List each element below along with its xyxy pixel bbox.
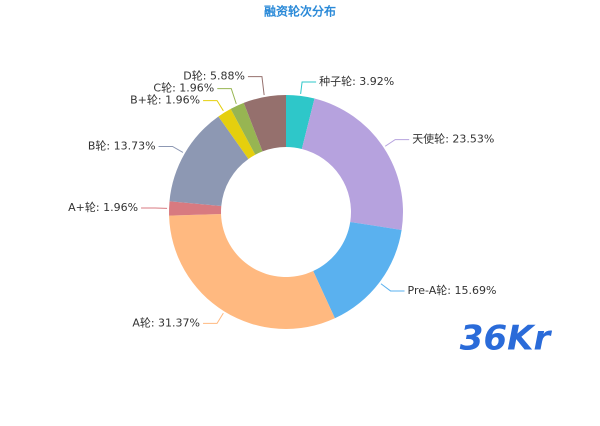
value-label: : 5.88% xyxy=(203,70,245,83)
value-label: : 23.53% xyxy=(445,133,494,146)
category-label: 种子轮 xyxy=(319,74,352,88)
category-label: Pre-A轮 xyxy=(408,283,448,297)
slice xyxy=(230,102,263,155)
value-label: : 1.96% xyxy=(172,82,214,95)
category-label: A+轮 xyxy=(68,200,96,214)
value-label: : 13.73% xyxy=(106,139,155,152)
watermark: 36Kr xyxy=(460,319,553,359)
value-label: : 31.37% xyxy=(151,316,200,329)
slice-label: B+轮: 1.96% xyxy=(130,93,200,107)
leader-line xyxy=(203,100,224,112)
leader-line xyxy=(217,88,237,105)
slice xyxy=(169,116,249,207)
slice-label: A+轮: 1.96% xyxy=(68,200,138,214)
slice-label: 种子轮: 3.92% xyxy=(319,74,394,88)
leader-line xyxy=(247,76,265,96)
slice-label: A轮: 31.37% xyxy=(132,315,200,329)
leader-line xyxy=(158,145,184,153)
slice xyxy=(169,201,222,216)
slice-label: D轮: 5.88% xyxy=(183,69,245,83)
category-label: D轮 xyxy=(183,69,202,83)
slice xyxy=(218,108,256,159)
category-label: B+轮 xyxy=(130,93,158,107)
chart-title: 融资轮次分布 xyxy=(264,4,336,19)
category-label: C轮 xyxy=(153,81,172,95)
value-label: : 15.69% xyxy=(447,284,496,297)
slice-label: B轮: 13.73% xyxy=(88,138,156,152)
value-label: : 1.96% xyxy=(96,201,138,214)
value-label: : 1.96% xyxy=(158,94,200,107)
slice xyxy=(286,95,315,149)
leader-line xyxy=(203,312,224,324)
category-label: A轮 xyxy=(132,315,151,329)
category-label: 天使轮 xyxy=(412,132,445,146)
leader-line xyxy=(380,283,405,292)
leader-line xyxy=(384,139,410,147)
slice xyxy=(313,221,402,319)
leader-line xyxy=(300,81,317,94)
slice-label: Pre-A轮: 15.69% xyxy=(408,283,497,297)
slice xyxy=(301,98,403,230)
slice xyxy=(243,95,286,152)
slice-label: 天使轮: 23.53% xyxy=(412,132,494,146)
slice-label: C轮: 1.96% xyxy=(153,81,214,95)
value-label: : 3.92% xyxy=(352,75,394,88)
category-label: B轮 xyxy=(88,138,107,152)
slice xyxy=(169,214,335,329)
